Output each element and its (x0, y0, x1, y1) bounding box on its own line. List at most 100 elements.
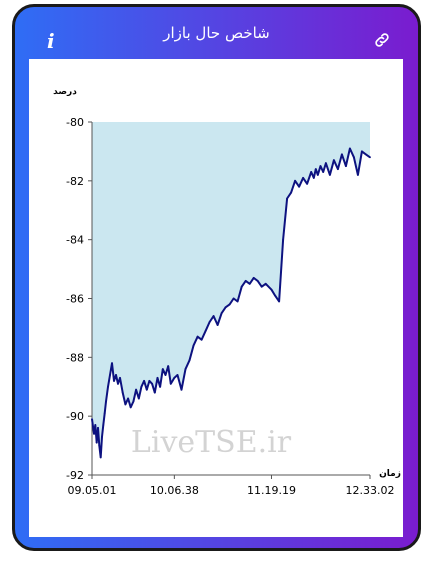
y-axis-label: درصد (53, 87, 77, 97)
data-point (113, 380, 115, 382)
data-point (107, 385, 109, 388)
market-index-chart: -80 -82 -84 -86 -88 -90 -92 09.05.01 10.06.38 11.… (53, 87, 401, 497)
data-point (145, 388, 148, 391)
data-point (365, 153, 367, 156)
data-point (140, 385, 143, 388)
data-point (200, 338, 203, 341)
data-point (95, 441, 98, 444)
data-point (101, 435, 103, 438)
data-point (153, 391, 156, 394)
data-point (290, 191, 292, 194)
data-point (232, 297, 235, 300)
data-point (302, 177, 304, 179)
data-point (196, 335, 199, 338)
data-point (143, 380, 145, 382)
data-point (278, 300, 280, 303)
data-point (316, 174, 319, 176)
data-point (135, 388, 137, 391)
data-point (306, 182, 308, 185)
data-point (248, 282, 251, 285)
data-point (329, 174, 331, 176)
x-axis-label: زمان (379, 469, 401, 479)
x-tick-label: 09.05.01 (68, 484, 117, 497)
data-point (161, 368, 164, 370)
data-point (91, 418, 93, 420)
data-point (192, 344, 195, 347)
data-point (111, 362, 113, 365)
data-point (97, 427, 99, 429)
data-point (159, 385, 162, 388)
data-point (132, 400, 135, 403)
app-card: i شاخص حال بازار -80 -82 -84 -86 -88 -90 -92 09… (12, 4, 421, 551)
data-point (244, 280, 247, 282)
x-tick-label: 12.33.02 (346, 484, 395, 497)
data-point (256, 280, 259, 282)
data-point (314, 168, 317, 170)
data-point (127, 397, 129, 400)
data-point (180, 388, 183, 391)
data-point (148, 380, 151, 382)
data-point (298, 185, 300, 188)
data-point (119, 377, 121, 379)
data-point (224, 306, 227, 309)
data-point (319, 165, 322, 167)
y-tick-label: -84 (66, 234, 84, 247)
data-point (270, 288, 273, 291)
data-point (169, 382, 172, 385)
info-icon[interactable]: i (47, 29, 55, 53)
data-point (341, 153, 343, 156)
data-point (228, 303, 231, 306)
watermark: LiveTSE.ir (131, 425, 292, 460)
link-icon[interactable] (373, 31, 391, 49)
y-tick-label: -92 (66, 469, 84, 482)
header-bar: i شاخص حال بازار (15, 7, 418, 59)
data-point (286, 197, 288, 200)
data-point (349, 147, 351, 150)
data-point (99, 456, 102, 459)
data-point (137, 397, 140, 400)
data-point (236, 300, 239, 303)
data-point (109, 374, 111, 376)
y-tick-label: -82 (66, 175, 84, 188)
chart-panel: -80 -82 -84 -86 -88 -90 -92 09.05.01 10.06.38 11.… (29, 59, 403, 537)
data-point (117, 382, 119, 385)
data-point (240, 285, 243, 288)
data-point (156, 377, 159, 379)
data-point (184, 368, 187, 370)
data-point (93, 432, 95, 435)
data-point (176, 374, 179, 376)
data-point (294, 179, 296, 182)
data-point (361, 150, 363, 153)
data-point (252, 277, 255, 279)
x-tick-label: 10.06.38 (150, 484, 199, 497)
data-point (260, 285, 263, 288)
data-point (322, 171, 325, 173)
data-point (310, 171, 313, 173)
data-point (220, 312, 223, 315)
data-point (212, 315, 215, 317)
page-title: شاخص حال بازار (163, 24, 270, 42)
data-point (124, 403, 127, 406)
data-point (103, 412, 106, 415)
data-point (121, 391, 124, 394)
y-tick-label: -80 (66, 116, 84, 129)
data-point (274, 294, 276, 297)
data-point (353, 156, 355, 159)
data-point (282, 238, 284, 241)
data-point (129, 406, 132, 409)
data-point (216, 324, 219, 326)
data-point (357, 174, 359, 176)
x-tick-label: 11.19.19 (247, 484, 296, 497)
data-point (204, 330, 207, 332)
data-point (102, 424, 105, 426)
data-point (167, 365, 170, 368)
data-point (333, 159, 335, 162)
data-point (115, 374, 117, 376)
data-point (151, 382, 153, 385)
data-point (208, 321, 211, 323)
data-point (325, 162, 327, 165)
data-point (188, 359, 191, 362)
data-point (312, 177, 315, 179)
y-tick-label: -86 (66, 293, 84, 306)
data-point (337, 168, 339, 170)
